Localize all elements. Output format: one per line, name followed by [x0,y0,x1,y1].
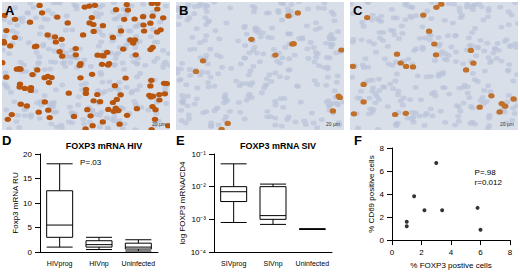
svg-text:0: 0 [28,248,33,257]
html-text:A: A [5,3,15,18]
svg-text:5: 5 [28,223,33,232]
svg-text:Uninfected: Uninfected [122,260,156,267]
svg-text:FOXP3 mRNA SIV: FOXP3 mRNA SIV [240,141,316,151]
svg-text:FOXP3 mRNA HIV: FOXP3 mRNA HIV [66,141,143,151]
html-text:C: C [353,3,363,18]
svg-text:4: 4 [380,190,385,199]
svg-text:F: F [354,134,362,148]
svg-text:20: 20 [23,150,32,159]
svg-text:% FOXP3 postive cells: % FOXP3 postive cells [410,261,491,270]
svg-text:2: 2 [419,248,424,257]
svg-text:10⁻⁴: 10⁻⁴ [191,248,207,257]
svg-text:E: E [176,134,185,148]
svg-text:15: 15 [23,174,32,183]
svg-text:D: D [2,134,11,148]
svg-text:SIVprog: SIVprog [221,260,246,268]
svg-text:P=.98: P=.98 [475,168,497,177]
html-text:20 µm: 20 µm [326,121,340,127]
svg-text:2: 2 [380,213,385,222]
svg-text:10⁻¹: 10⁻¹ [191,150,206,159]
html-text:20 µm: 20 µm [152,121,166,127]
svg-text:10: 10 [23,199,32,208]
svg-text:P=.03: P=.03 [80,158,102,167]
svg-text:r=0.012: r=0.012 [475,178,503,187]
svg-text:0: 0 [380,236,385,245]
svg-text:10⁻³: 10⁻³ [191,215,206,224]
svg-text:6: 6 [380,167,385,176]
html-text:20 µm: 20 µm [500,121,514,127]
svg-text:Foxp3 mRNA RU: Foxp3 mRNA RU [11,172,20,234]
html-text:B: B [179,3,189,18]
svg-text:Uninfected: Uninfected [296,260,330,267]
svg-text:8: 8 [508,248,513,257]
svg-text:log FOXP3 mRNA/CD4: log FOXP3 mRNA/CD4 [178,161,187,245]
svg-text:% CD69 positive cells: % CD69 positive cells [367,155,376,232]
svg-text:0: 0 [390,248,395,257]
svg-text:4: 4 [449,248,454,257]
svg-text:6: 6 [478,248,483,257]
svg-text:8: 8 [380,144,385,153]
svg-text:HIVnp: HIVnp [89,260,109,268]
svg-text:SIVnp: SIVnp [263,260,282,268]
svg-text:HIVprog: HIVprog [47,260,73,268]
svg-text:10⁻²: 10⁻² [191,182,206,191]
